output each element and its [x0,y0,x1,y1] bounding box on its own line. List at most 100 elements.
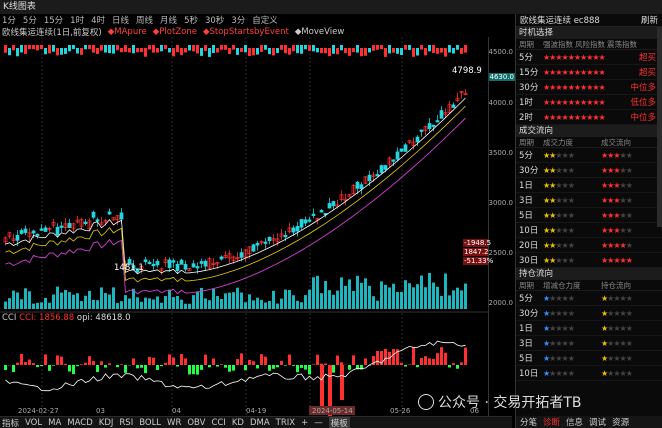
period-tab[interactable]: 自定义 [252,16,278,26]
indicator-tab[interactable]: RSI [119,417,134,428]
star-icon: ★ [601,195,608,205]
signal-row[interactable]: 20日 ★ ★ ★ ★ ★ ★ ★ ★ ★ ★ [516,238,662,253]
price-axis: 4500.0 4000.0 3500.0 3000.0 2500.0 2000.0 4630… [463,37,515,416]
zone-marker [228,48,231,55]
zone-marker [356,45,359,53]
star-icon: ★ [549,323,556,333]
period-tab[interactable]: 5分 [22,16,37,26]
panel-scrollbar[interactable] [657,27,662,227]
signal-row[interactable]: 1日 ★ ★ ★ ★ ★ ★ ★ ★ ★ ★ [516,178,662,193]
indicator-tab[interactable]: OBV [187,417,206,428]
indicator-tab[interactable]: MACD [67,417,93,428]
candle-body [279,233,284,237]
column-header-label: 周期 [519,39,534,49]
signal-row[interactable]: 5分 ★ ★ ★ ★ ★ ★ ★ ★ ★ ★ [516,148,662,163]
signal-row[interactable]: 2时 ★ ★ ★ ★ ★ ★ ★ ★ ★ ★ 中位多 [516,110,662,125]
panel-tab[interactable]: 调试 [589,418,607,428]
signal-row[interactable]: 3日 ★ ★ ★ ★ ★ ★ ★ ★ ★ ★ [516,193,662,208]
candle-body [3,237,8,243]
period-tab[interactable]: 日线 [112,16,130,26]
period-tab[interactable]: 周线 [136,16,154,26]
x-tick-label: 03 [96,407,105,415]
indicator-tab[interactable]: BOLL [139,417,162,428]
price-chart[interactable]: 4798.9 1481.1 2024-02-27 03 04 04-19 2024-05-1… [0,37,488,416]
period-tab[interactable]: 15分 [43,16,64,26]
signal-row[interactable]: 5分 ★ ★ ★ ★ ★ ★ ★ ★ ★ ★ 超买 [516,50,662,65]
volume-bar [16,292,19,309]
signal-row[interactable]: 5分 ★ ★ ★ ★ ★ ★ ★ ★ ★ ★ [516,291,662,306]
legend-indicator[interactable]: ◆StopStartsbyEvent [202,26,289,37]
cci-bar [76,365,79,367]
star-icon: ★ [598,67,606,77]
period-tab[interactable]: 30秒 [204,16,225,26]
volume-bar [180,299,183,309]
indicator-tab[interactable]: TRIX [275,417,296,428]
zone-marker [36,45,39,51]
period-tab[interactable]: 3分 [231,16,246,26]
volume-bar [308,289,311,309]
candle-body [215,262,220,265]
panel-tab[interactable]: 诊断 [543,418,561,428]
period-tab[interactable]: 1分 [2,16,16,26]
panel-tab[interactable]: 信息 [566,418,584,428]
legend-indicator[interactable]: ◆MoveView [294,26,345,37]
refresh-button[interactable]: 刷新 [640,16,658,26]
indicator-tab[interactable]: DMA [249,417,270,428]
indicator-tab[interactable]: MA [48,417,62,428]
signal-row[interactable]: 15分 ★ ★ ★ ★ ★ ★ ★ ★ ★ ★ 超买 [516,65,662,80]
cci-bar [244,365,247,371]
signal-row[interactable]: 5日 ★ ★ ★ ★ ★ ★ ★ ★ ★ ★ [516,208,662,223]
volume-bar [292,295,295,309]
volume-bar [92,299,95,309]
candle-body [171,260,176,263]
star-icon: ★ [580,112,587,122]
signal-row[interactable]: 30分 ★ ★ ★ ★ ★ ★ ★ ★ ★ ★ [516,163,662,178]
zone-marker [168,48,171,53]
period-tab[interactable]: 1时 [70,16,85,26]
star-icon: ★ [625,195,633,205]
volume-bar [128,298,131,309]
period-tab[interactable]: 月线 [160,16,178,26]
volume-bar [248,294,251,309]
signal-row[interactable]: 3日 ★ ★ ★ ★ ★ ★ ★ ★ ★ ★ [516,336,662,351]
signal-row[interactable]: 1日 ★ ★ ★ ★ ★ ★ ★ ★ ★ ★ [516,321,662,336]
cci-bar [240,353,243,365]
zone-marker [180,48,183,56]
star-icon: ★ [561,97,569,107]
candle-body [435,120,440,123]
cci-bar [184,358,187,365]
signal-row[interactable]: 5日 ★ ★ ★ ★ ★ ★ ★ ★ ★ ★ [516,351,662,366]
indicator-tab[interactable]: KD [231,417,244,428]
signal-row[interactable]: 10日 ★ ★ ★ ★ ★ ★ ★ ★ ★ ★ [516,223,662,238]
candle-body [259,241,264,244]
star-icon: ★ [619,353,627,363]
signal-row[interactable]: 1时 ★ ★ ★ ★ ★ ★ ★ ★ ★ ★ 低位多 [516,95,662,110]
zone-marker [392,48,395,53]
candle-body [167,259,172,268]
indicator-tab[interactable]: VOL [25,417,43,428]
indicator-tab[interactable]: + [301,417,309,428]
indicator-tab[interactable]: 指标 [2,418,20,428]
signal-row[interactable]: 30分 ★ ★ ★ ★ ★ ★ ★ ★ ★ ★ [516,306,662,321]
indicator-tab[interactable]: KDJ [98,417,114,428]
period-label: 30分 [519,309,539,319]
range-tag: -51.33% [463,257,494,265]
legend-indicator[interactable]: ◆MApure [107,26,147,37]
indicator-tab[interactable]: WR [167,417,182,428]
panel-tab[interactable]: 资源 [612,418,630,428]
signal-row[interactable]: 10日 ★ ★ ★ ★ ★ ★ ★ ★ ★ ★ [516,366,662,381]
star-rating: ★ ★ ★ ★ ★ [543,211,601,220]
star-icon: ★ [613,150,620,160]
panel-tab[interactable]: 分笔 [520,418,538,428]
indicator-tab[interactable]: — [314,417,323,428]
indicator-tab[interactable]: CCI [211,417,226,428]
legend-indicator[interactable]: ◆PlotZone [152,26,197,37]
star-icon: ★ [543,150,550,160]
candle-body [283,235,288,238]
signal-row[interactable]: 30日 ★ ★ ★ ★ ★ ★ ★ ★ ★ ★ [516,253,662,268]
indicator-tab[interactable]: 模板 [328,416,350,428]
period-tab[interactable]: 5秒 [184,16,198,26]
period-tab[interactable]: 4时 [91,16,106,26]
signal-row[interactable]: 30分 ★ ★ ★ ★ ★ ★ ★ ★ ★ ★ 中位多 [516,80,662,95]
star-icon: ★ [601,323,608,333]
